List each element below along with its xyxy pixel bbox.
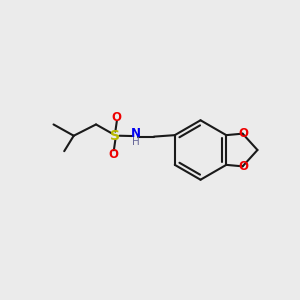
Text: N: N [130, 128, 141, 140]
Text: O: O [238, 160, 248, 173]
Text: H: H [132, 137, 140, 147]
Text: O: O [112, 111, 122, 124]
Text: S: S [110, 129, 120, 143]
Text: O: O [109, 148, 119, 161]
Text: O: O [238, 127, 248, 140]
